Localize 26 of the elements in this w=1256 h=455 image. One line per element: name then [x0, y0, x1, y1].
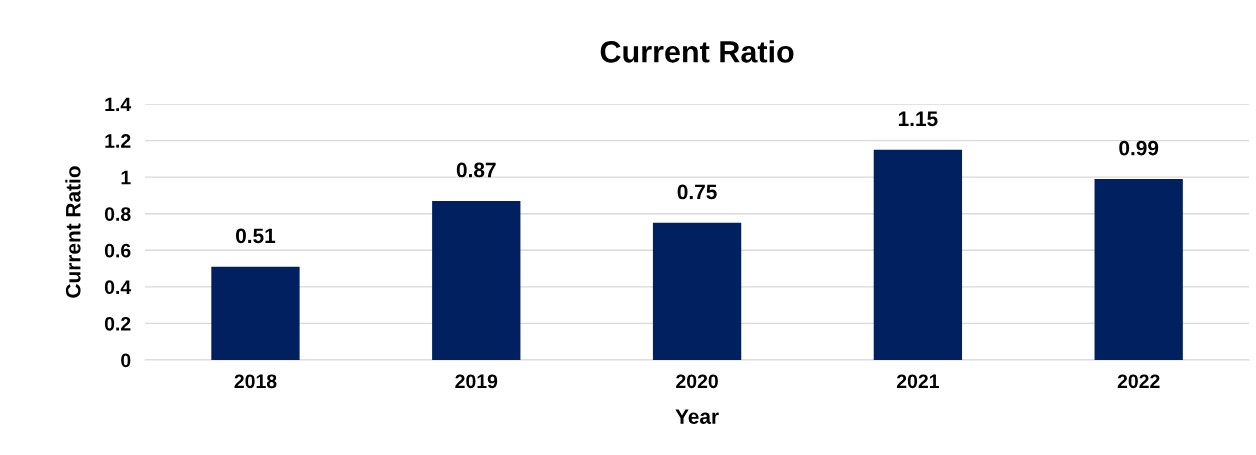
y-tick-label: 0.2 [104, 316, 131, 331]
x-tick-label: 2021 [896, 374, 939, 389]
data-label: 0.51 [236, 228, 276, 244]
data-label: 0.87 [456, 162, 496, 178]
y-tick-label: 1.2 [105, 134, 131, 148]
chart-title: Current Ratio [600, 40, 794, 63]
y-axis-title: Current Ratio [65, 166, 81, 298]
y-tick-label: 1.4 [105, 97, 132, 112]
data-label: 1.15 [898, 111, 938, 127]
x-tick-label: 2020 [676, 374, 718, 389]
y-tick-label: 0 [121, 353, 131, 368]
bar [1094, 178, 1183, 360]
x-axis-title: Year [675, 409, 719, 424]
bar [432, 200, 521, 360]
bar [211, 266, 300, 360]
y-tick-label: 0.4 [104, 280, 132, 295]
x-tick-label: 2022 [1117, 374, 1160, 389]
y-tick-label: 0.6 [104, 243, 131, 258]
y-tick-label: 0.8 [104, 207, 131, 221]
bar [652, 222, 742, 360]
data-label: 0.99 [1119, 140, 1159, 156]
data-label: 0.75 [677, 184, 717, 200]
x-tick-label: 2018 [234, 374, 277, 389]
y-tick-label: 1 [121, 170, 131, 185]
bar [873, 149, 963, 360]
x-tick-label: 2019 [455, 374, 498, 389]
